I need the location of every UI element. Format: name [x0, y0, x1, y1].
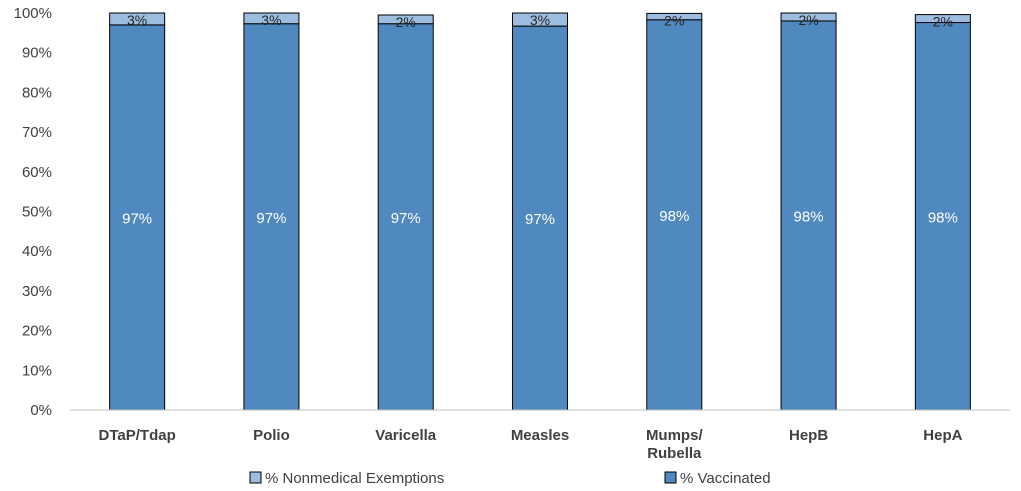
y-tick-label: 0%	[30, 402, 52, 419]
x-category-label: Polio	[253, 427, 290, 444]
y-tick-label: 80%	[22, 84, 52, 101]
bar-nonmedical-exemptions	[512, 12, 568, 27]
legend-swatch-vaccinated	[664, 471, 677, 484]
x-category-label: Varicella	[375, 427, 437, 444]
y-tick-label: 40%	[22, 243, 52, 260]
y-tick-label: 30%	[22, 283, 52, 300]
x-category-label: HepB	[789, 427, 828, 444]
y-tick-label: 70%	[22, 124, 52, 141]
x-axis: DTaP/Tdap Polio Varicella Measles Mumps/Rube…	[70, 409, 1010, 462]
bar-vaccinated	[780, 20, 837, 411]
x-category-label: HepA	[923, 427, 962, 444]
data-label-exemptions: 3%	[261, 12, 281, 28]
y-tick-label: 20%	[22, 323, 52, 340]
data-label-vaccinated: 97%	[122, 210, 152, 227]
legend-label-vaccinated: % Vaccinated	[680, 470, 771, 487]
bar-nonmedical-exemptions	[780, 12, 837, 22]
bar-vaccinated	[377, 23, 434, 411]
data-label-vaccinated: 98%	[794, 208, 824, 225]
y-tick-label: 60%	[22, 164, 52, 181]
x-category-label: Mumps/Rubella	[646, 427, 704, 462]
bar-vaccinated	[109, 24, 166, 411]
data-label-vaccinated: 97%	[391, 210, 421, 227]
bar-nonmedical-exemptions	[377, 14, 434, 25]
data-label-vaccinated: 97%	[256, 210, 286, 227]
legend-swatch-exemptions	[249, 471, 262, 484]
data-label-exemptions: 3%	[127, 12, 147, 28]
x-category-label: Measles	[511, 427, 569, 444]
legend: % Nonmedical Exemptions % Vaccinated	[249, 470, 771, 487]
data-label-exemptions: 2%	[664, 12, 684, 28]
data-label-exemptions: 3%	[530, 12, 550, 28]
y-tick-label: 50%	[22, 204, 52, 221]
y-tick-label: 90%	[22, 45, 52, 62]
x-category-label: DTaP/Tdap	[99, 427, 176, 444]
bar-vaccinated	[914, 22, 971, 411]
y-tick-label: 100%	[14, 5, 52, 22]
data-label-vaccinated: 98%	[928, 209, 958, 226]
y-axis: 0% 10% 20% 30% 40% 50% 60% 70% 80% 90% 100%	[14, 5, 52, 419]
bar-nonmedical-exemptions	[914, 14, 971, 24]
bar-nonmedical-exemptions	[243, 12, 300, 25]
data-label-exemptions: 2%	[798, 12, 818, 28]
y-tick-label: 10%	[22, 362, 52, 379]
bars: 97% 3% 97% 3% 97% 2% 97% 3% 98% 2% 98% 2% 98% 2%	[109, 12, 971, 411]
bar-nonmedical-exemptions	[646, 12, 703, 21]
data-label-exemptions: 2%	[933, 14, 953, 30]
bar-nonmedical-exemptions	[109, 12, 166, 26]
legend-label-exemptions: % Nonmedical Exemptions	[265, 470, 444, 487]
data-label-exemptions: 2%	[396, 14, 416, 30]
data-label-vaccinated: 98%	[659, 208, 689, 225]
bar-vaccinated	[646, 19, 703, 411]
data-label-vaccinated: 97%	[525, 211, 555, 228]
